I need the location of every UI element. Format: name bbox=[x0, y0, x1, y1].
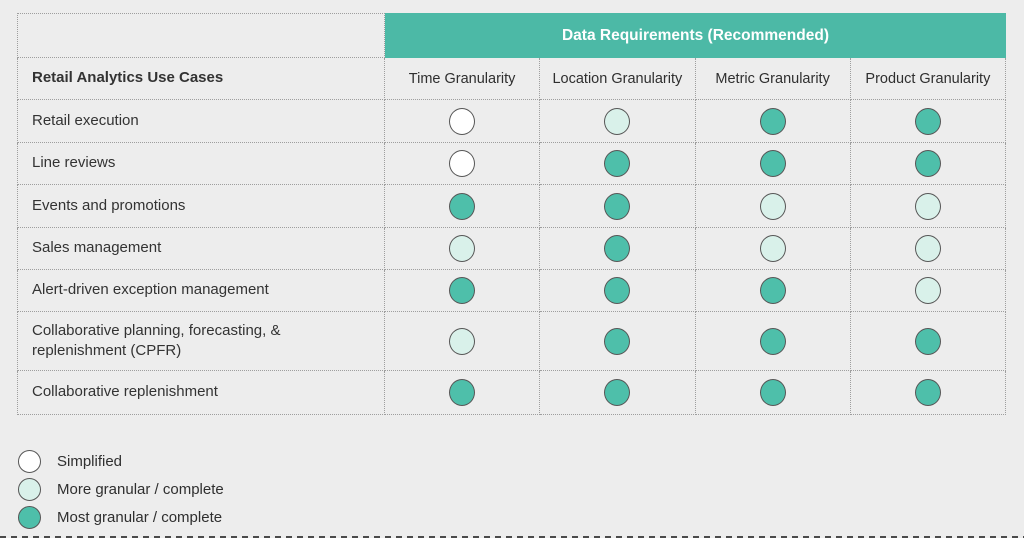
granularity-dot bbox=[914, 277, 941, 304]
table-cell bbox=[850, 143, 1006, 185]
table-cell bbox=[850, 371, 1006, 415]
table-cell bbox=[385, 228, 541, 270]
granularity-dot bbox=[604, 150, 631, 177]
table-cell bbox=[850, 312, 1006, 371]
table-cell bbox=[540, 185, 696, 228]
granularity-dot bbox=[449, 192, 476, 220]
table-cell bbox=[540, 228, 696, 270]
table-cell bbox=[695, 228, 851, 270]
table-cell bbox=[540, 312, 696, 371]
row-header-title: Retail Analytics Use Cases bbox=[17, 58, 385, 100]
granularity-dot bbox=[759, 327, 786, 355]
table-cell bbox=[385, 371, 541, 415]
granularity-dot bbox=[449, 277, 476, 304]
use-case-label: Alert-driven exception management bbox=[17, 270, 385, 312]
table-cell bbox=[385, 270, 541, 312]
legend-dot-most-granular bbox=[18, 505, 41, 529]
table-cell bbox=[385, 312, 541, 371]
legend-dot-simplified bbox=[18, 449, 41, 473]
table-cell bbox=[850, 228, 1006, 270]
use-case-label: Events and promotions bbox=[17, 185, 385, 228]
granularity-dot bbox=[604, 235, 631, 262]
corner-empty-cell bbox=[17, 13, 385, 58]
table-cell bbox=[540, 270, 696, 312]
granularity-dot bbox=[914, 379, 941, 406]
table-cell bbox=[850, 270, 1006, 312]
granularity-dot bbox=[759, 192, 786, 220]
granularity-dot bbox=[449, 235, 476, 262]
granularity-dot bbox=[914, 327, 941, 355]
granularity-dot bbox=[604, 192, 631, 220]
legend-item-most-granular: Most granular / complete bbox=[18, 503, 224, 531]
banner-title: Data Requirements (Recommended) bbox=[561, 26, 829, 44]
granularity-dot bbox=[914, 150, 941, 177]
legend-label: More granular / complete bbox=[57, 480, 224, 498]
column-header-time: Time Granularity bbox=[385, 58, 541, 100]
table-cell bbox=[695, 185, 851, 228]
use-case-label: Line reviews bbox=[17, 143, 385, 185]
table-cell bbox=[850, 100, 1006, 143]
granularity-dot bbox=[449, 107, 476, 135]
granularity-dot bbox=[759, 107, 786, 135]
granularity-dot bbox=[759, 277, 786, 304]
table-cell bbox=[540, 143, 696, 185]
table-cell bbox=[850, 185, 1006, 228]
use-case-label: Sales management bbox=[17, 228, 385, 270]
granularity-dot bbox=[449, 150, 476, 177]
granularity-dot bbox=[759, 379, 786, 406]
granularity-dot bbox=[449, 327, 476, 355]
table-cell bbox=[385, 185, 541, 228]
granularity-dot bbox=[604, 327, 631, 355]
table-cell bbox=[385, 143, 541, 185]
granularity-dot bbox=[604, 277, 631, 304]
table-cell bbox=[695, 371, 851, 415]
table-cell bbox=[695, 312, 851, 371]
legend-item-more-granular: More granular / complete bbox=[18, 475, 224, 503]
table-banner: Data Requirements (Recommended) bbox=[385, 13, 1006, 58]
table-cell bbox=[695, 270, 851, 312]
column-header-location: Location Granularity bbox=[540, 58, 696, 100]
granularity-dot bbox=[914, 192, 941, 220]
legend: Simplified More granular / complete Most… bbox=[18, 447, 224, 531]
granularity-dot bbox=[914, 235, 941, 262]
granularity-dot bbox=[759, 235, 786, 262]
legend-item-simplified: Simplified bbox=[18, 447, 224, 475]
table-cell bbox=[540, 371, 696, 415]
granularity-dot bbox=[449, 379, 476, 406]
cropped-dashed-divider bbox=[0, 536, 1024, 538]
granularity-dot bbox=[759, 150, 786, 177]
table-cell bbox=[695, 100, 851, 143]
table-cell bbox=[540, 100, 696, 143]
granularity-matrix-table: Data Requirements (Recommended) Retail A… bbox=[17, 13, 1006, 415]
use-case-label: Retail execution bbox=[17, 100, 385, 143]
granularity-dot bbox=[914, 107, 941, 135]
column-header-metric: Metric Granularity bbox=[695, 58, 851, 100]
table-cell bbox=[385, 100, 541, 143]
granularity-dot bbox=[604, 379, 631, 406]
legend-label: Most granular / complete bbox=[57, 508, 223, 526]
legend-label: Simplified bbox=[57, 452, 123, 470]
granularity-dot bbox=[604, 107, 631, 135]
legend-dot-more-granular bbox=[18, 477, 41, 501]
column-header-product: Product Granularity bbox=[850, 58, 1006, 100]
table-cell bbox=[695, 143, 851, 185]
use-case-label: Collaborative planning, forecasting, & r… bbox=[17, 312, 385, 371]
use-case-label: Collaborative replenishment bbox=[17, 371, 385, 415]
